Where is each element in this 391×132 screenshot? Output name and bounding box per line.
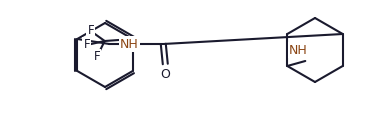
Text: F: F [88, 25, 94, 37]
Text: NH: NH [120, 37, 139, 51]
Text: O: O [160, 67, 170, 81]
Text: F: F [93, 51, 100, 63]
Text: F: F [83, 39, 90, 51]
Text: NH: NH [289, 44, 308, 56]
